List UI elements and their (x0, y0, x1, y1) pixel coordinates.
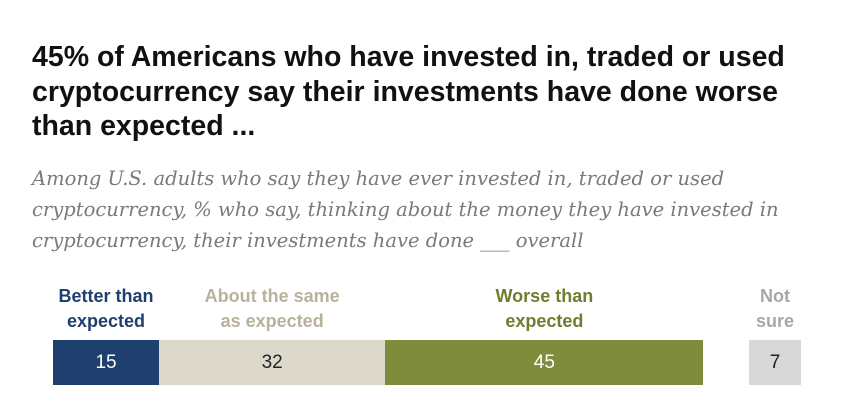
data-label-not-sure: 7 (769, 351, 781, 373)
data-label-better: 15 (95, 351, 117, 373)
chart-title: 45% of Americans who have invested in, t… (32, 41, 785, 142)
legend-label-same: About the same as expected (204, 286, 340, 331)
bar-segment-worse: 45 (385, 340, 704, 385)
bar-segment-same: 32 (159, 340, 386, 385)
bar-segment-better: 15 (53, 340, 160, 385)
data-label-worse: 45 (533, 351, 555, 373)
legend-label-better: Better than expected (58, 286, 154, 331)
chart-subtitle: Among U.S. adults who say they have ever… (32, 167, 779, 252)
legend-label-not-sure: Not sure (755, 286, 795, 331)
data-label-same: 32 (261, 351, 283, 373)
bar-segment-not-sure: 7 (749, 340, 801, 385)
legend-label-worse: Worse than expected (495, 286, 594, 331)
